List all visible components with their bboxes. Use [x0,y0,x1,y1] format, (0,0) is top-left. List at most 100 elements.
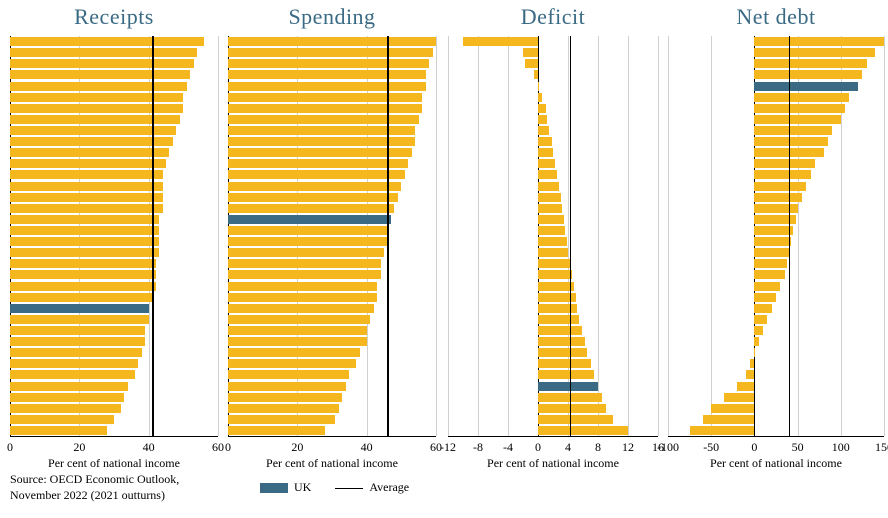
gridline [628,36,629,436]
bar [228,415,335,424]
bar [228,159,408,168]
legend-avg-line [335,488,363,490]
bar [228,393,342,402]
bar [754,226,793,235]
bar [228,326,367,335]
legend-avg-label: Average [369,480,409,494]
bar [538,326,582,335]
bar [228,348,360,357]
tick-label: 0 [535,440,541,455]
bar [228,204,394,213]
bar [228,70,426,79]
bar [228,370,349,379]
bar [10,115,180,124]
tick-label: 0 [225,440,231,455]
gridline [884,36,885,436]
bar [228,48,433,57]
bar [538,270,572,279]
bar [10,282,156,291]
gridline [448,36,449,436]
bar [754,315,767,324]
bar [10,82,187,91]
gridline [668,36,669,436]
bar [754,48,875,57]
bar [10,159,166,168]
tick-label: -8 [473,440,483,455]
panel-spending: Spending0204060Per cent of national inco… [228,4,436,30]
bar [228,282,377,291]
gridline [658,36,659,436]
receipts-title: Receipts [10,4,218,30]
bar [538,93,542,102]
legend-uk-swatch [260,483,288,493]
bar [754,93,849,102]
bar [10,315,149,324]
bar [754,259,787,268]
bar [228,82,426,91]
tick-label: 100 [832,440,850,455]
bar-uk [538,382,598,391]
bar [711,404,754,413]
bar [10,270,156,279]
bar [228,226,387,235]
bar [538,359,591,368]
bar [538,159,555,168]
bar-uk [228,215,391,224]
bar [10,37,204,46]
bar [10,382,128,391]
bar [754,348,755,357]
bar [10,359,138,368]
tick-label: 60 [212,440,224,455]
bar [228,93,422,102]
panel-deficit: Deficit-12-8-40481216Per cent of nationa… [448,4,658,30]
legend: UKAverage [260,480,409,495]
bar [228,170,405,179]
bar [538,237,567,246]
bar [538,104,546,113]
bar [538,82,539,91]
bar [10,404,121,413]
bar [538,215,564,224]
netdebt-xlabel: Per cent of national income [668,456,884,471]
deficit-xlabel: Per cent of national income [448,456,658,471]
tick-label: 40 [143,440,155,455]
bar [228,426,325,435]
bar [538,115,547,124]
bar [523,48,538,57]
bar [538,226,565,235]
gridline [478,36,479,436]
bar [703,415,755,424]
netdebt-plot [668,36,884,437]
spending-xlabel: Per cent of national income [228,456,436,471]
tick-label: 20 [73,440,85,455]
source-text: Source: OECD Economic Outlook,November 2… [10,472,179,503]
bar [228,193,398,202]
bar [538,137,552,146]
bar [228,182,401,191]
bar [228,382,346,391]
bar [228,237,387,246]
bar [228,304,374,313]
bar [10,415,114,424]
bar [10,348,142,357]
gridline [598,36,599,436]
bar [10,248,159,257]
bar [10,337,145,346]
bar [690,426,755,435]
tick-label: 0 [751,440,757,455]
bar [538,204,562,213]
bar [534,70,538,79]
bar [228,259,381,268]
bar [10,170,163,179]
bar [10,148,169,157]
bar [10,393,124,402]
bar [538,415,613,424]
panel-netdebt: Net debt-100-50050100150Per cent of nati… [668,4,884,30]
deficit-plot [448,36,658,437]
netdebt-title: Net debt [668,4,884,30]
bar [228,115,419,124]
bar [754,182,806,191]
bar [10,59,194,68]
gridline [711,36,712,436]
receipts-xlabel: Per cent of national income [10,456,218,471]
